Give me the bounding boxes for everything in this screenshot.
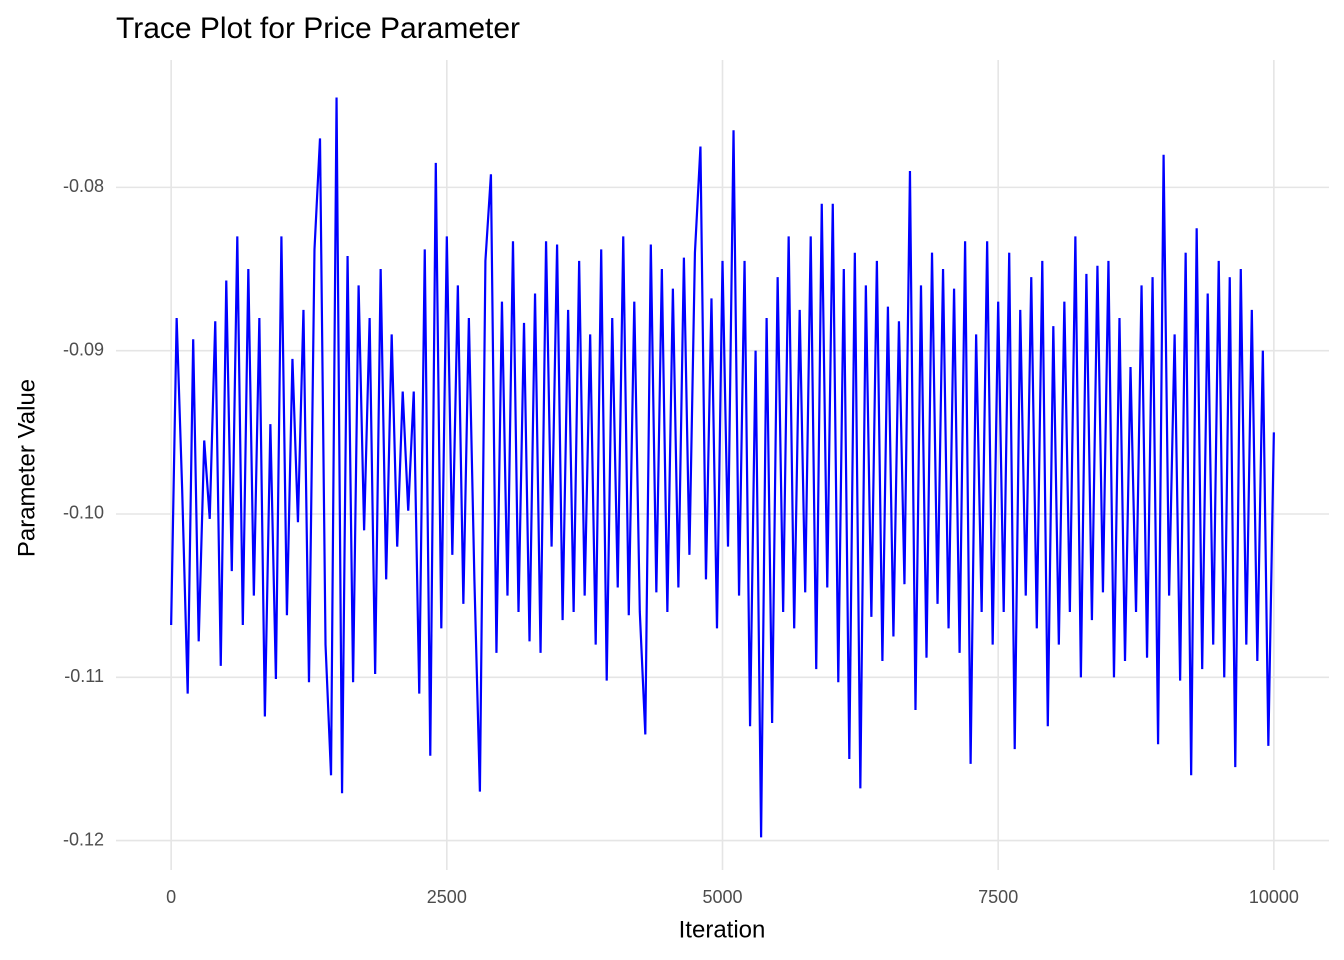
x-tick-label: 10000: [1249, 887, 1299, 907]
tick-labels: -0.08 -0.09 -0.10 -0.11 -0.12 0 2500 5000 7500 10…: [63, 176, 1299, 907]
grid: [116, 60, 1329, 870]
x-tick-label: 5000: [702, 887, 742, 907]
x-axis-label: Iteration: [679, 916, 766, 943]
x-tick-label: 0: [166, 887, 176, 907]
trace-line: [170, 97, 1275, 838]
x-tick-label: 2500: [427, 887, 467, 907]
plot-area: [170, 97, 1275, 838]
y-tick-label: -0.08: [63, 176, 104, 196]
y-tick-label: -0.11: [64, 666, 104, 686]
chart-title: Trace Plot for Price Parameter: [116, 12, 520, 45]
x-tick-label: 7500: [978, 887, 1018, 907]
y-tick-label: -0.09: [63, 339, 104, 359]
y-tick-label: -0.12: [63, 829, 104, 849]
y-axis-label: Parameter Value: [13, 379, 40, 557]
y-tick-label: -0.10: [63, 503, 104, 523]
